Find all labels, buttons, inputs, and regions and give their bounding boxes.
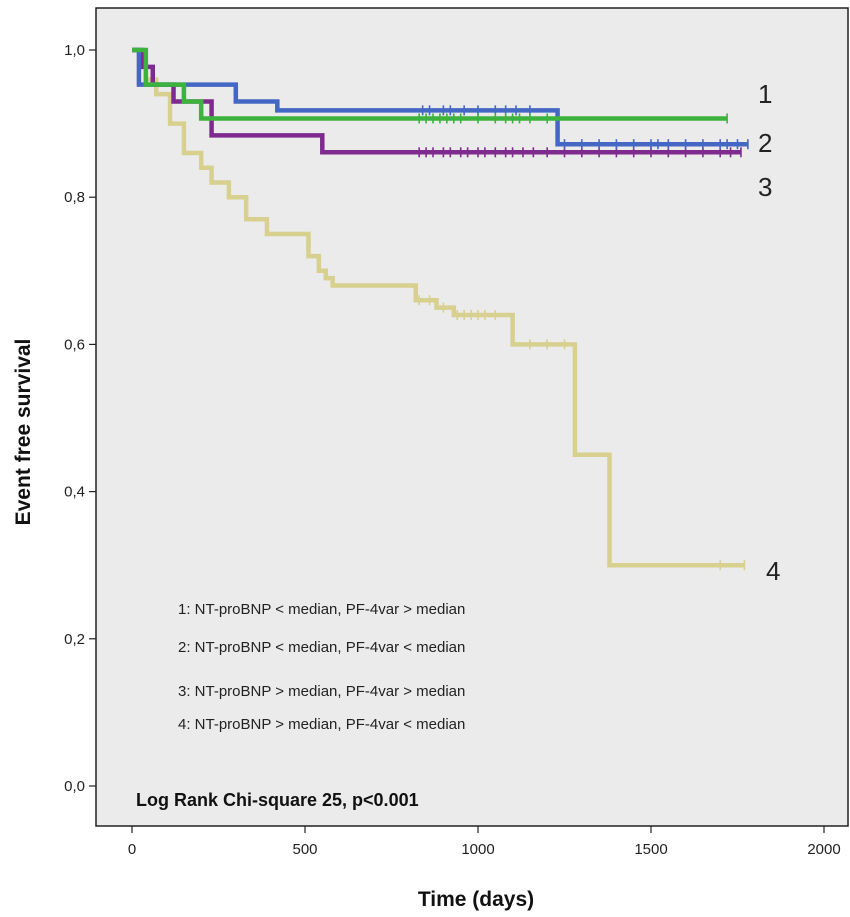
- x-tick-label-2: 1000: [461, 841, 494, 858]
- series-curve-2: [132, 47, 748, 147]
- series-curve-3: [132, 47, 741, 155]
- x-tick-label-4: 2000: [807, 841, 840, 858]
- y-axis: 0,0 0,2 0,4 0,6 0,8 1,0: [64, 42, 96, 795]
- legend-item-2: 2: NT-proBNP < median, PF-4var < median: [178, 639, 465, 656]
- curve-labels: 1 2 3 4: [758, 79, 780, 586]
- series-curve-4: [132, 47, 745, 568]
- x-tick-label-3: 1500: [634, 841, 667, 858]
- curve-label-1: 1: [758, 79, 772, 109]
- y-tick-label-1: 0,2: [64, 631, 85, 648]
- legend-item-1: 1: NT-proBNP < median, PF-4var > median: [178, 601, 465, 618]
- y-tick-label-5: 1,0: [64, 42, 85, 59]
- plot-background: [95, 7, 849, 827]
- x-axis: 0 500 1000 1500 2000: [128, 826, 841, 858]
- curve-label-3: 3: [758, 172, 772, 202]
- y-axis-title: Event free survival: [12, 339, 35, 526]
- series-curve-1: [132, 47, 728, 121]
- curve-label-2: 2: [758, 128, 772, 158]
- y-tick-label-2: 0,4: [64, 484, 85, 501]
- series-curves: [132, 47, 748, 568]
- log-rank-annotation: Log Rank Chi-square 25, p<0.001: [136, 790, 419, 810]
- curve-label-4: 4: [766, 556, 780, 586]
- x-tick-label-1: 500: [292, 841, 317, 858]
- y-tick-label-3: 0,6: [64, 336, 85, 353]
- x-tick-label-0: 0: [128, 841, 136, 858]
- legend-item-4: 4: NT-proBNP > median, PF-4var < median: [178, 716, 465, 733]
- y-tick-label-4: 0,8: [64, 189, 85, 206]
- legend-item-3: 3: NT-proBNP > median, PF-4var > median: [178, 683, 465, 700]
- y-tick-label-0: 0,0: [64, 778, 85, 795]
- x-axis-title: Time (days): [418, 888, 534, 911]
- censor-marks: [418, 105, 749, 571]
